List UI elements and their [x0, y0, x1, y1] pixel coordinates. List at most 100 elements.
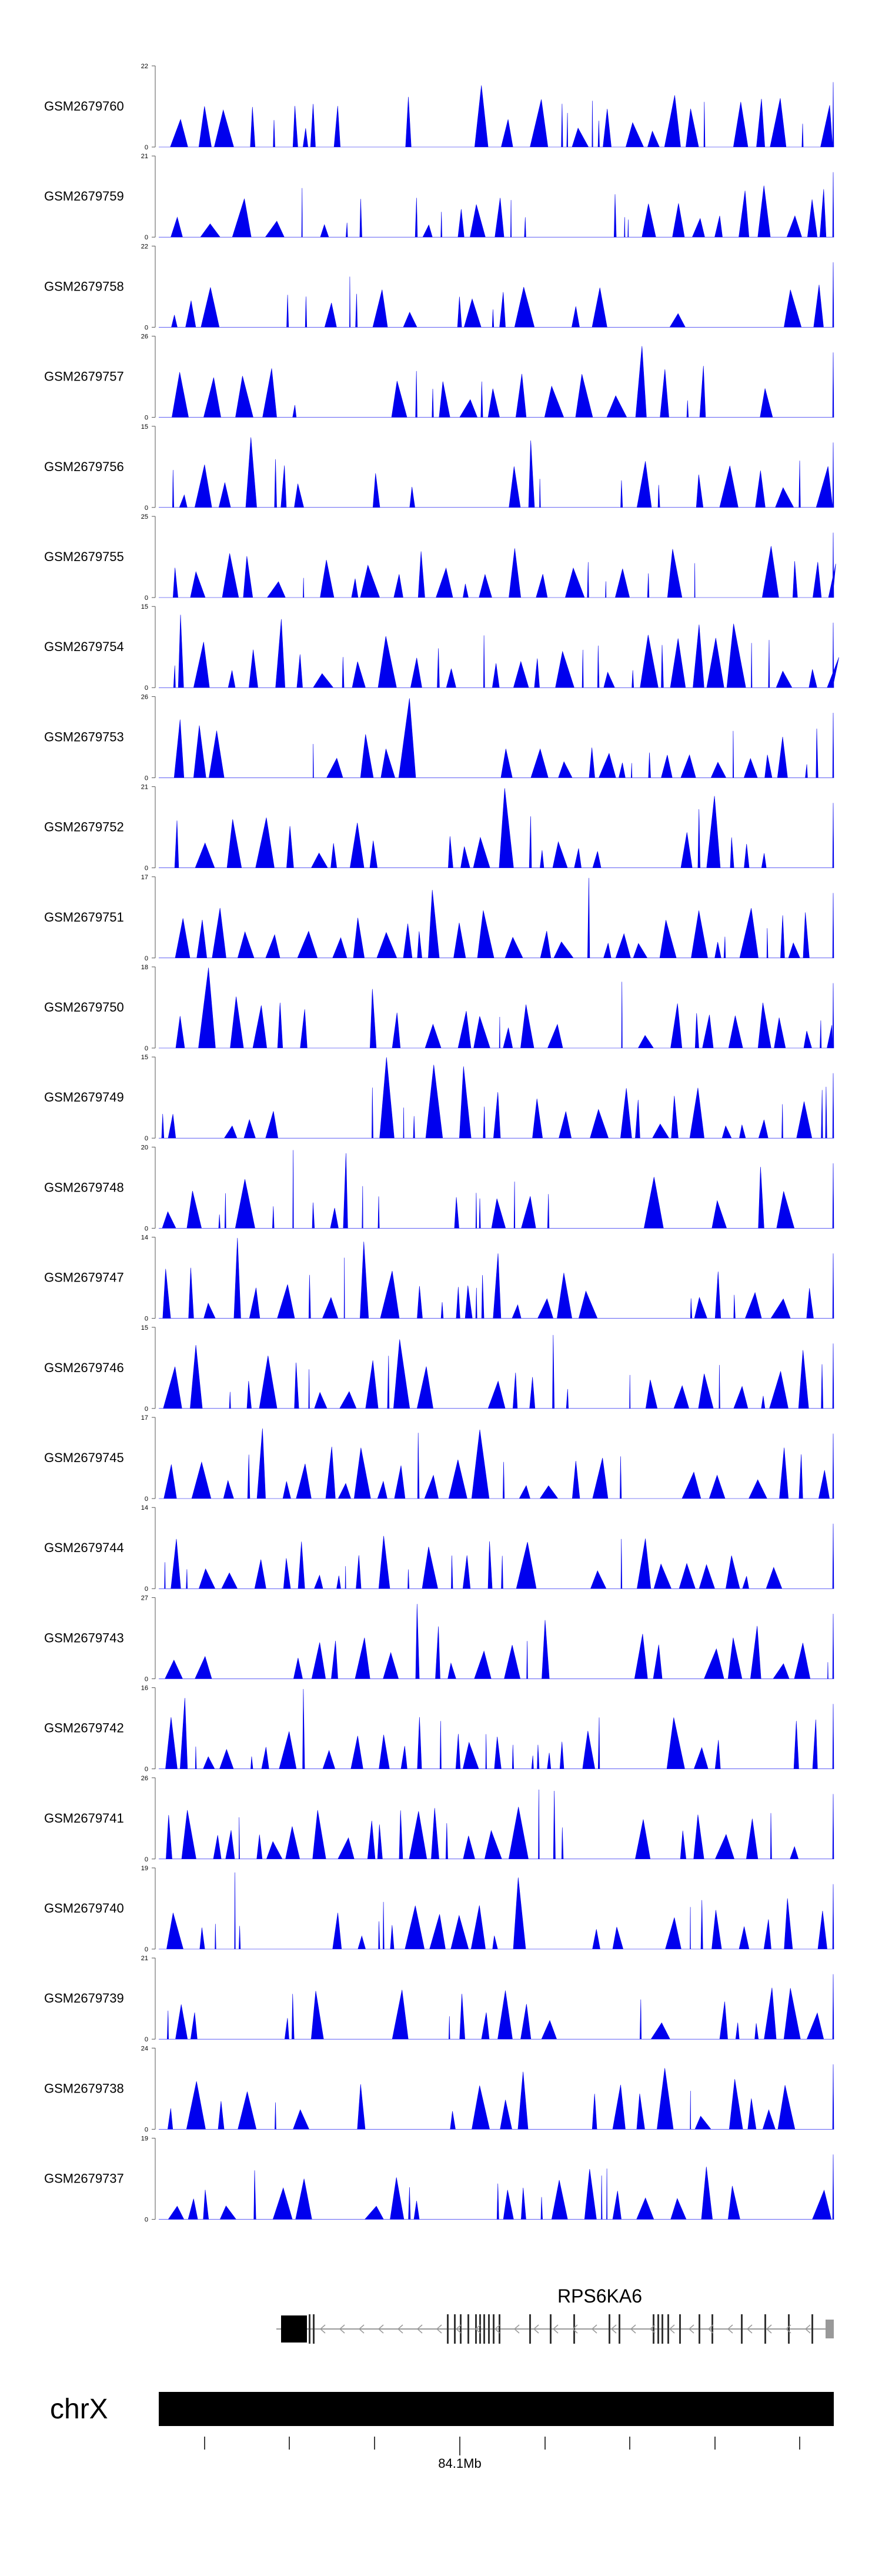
- y-max-label: 26: [141, 1775, 148, 1782]
- strand-arrow: [377, 2324, 384, 2334]
- y-min-label: 0: [145, 2217, 148, 2224]
- track-label: GSM2679755: [44, 549, 124, 564]
- y-min-label: 0: [145, 685, 148, 692]
- coverage-area: [159, 877, 834, 959]
- track-label: GSM2679758: [44, 279, 124, 293]
- exon-line: [667, 2314, 669, 2344]
- track-label: GSM2679747: [44, 1270, 124, 1285]
- coverage-area: [159, 1872, 834, 1950]
- coverage-area: [159, 2154, 834, 2220]
- y-max-label: 27: [141, 1594, 148, 1601]
- track-GSM2679739: GSM2679739 21 0: [44, 1955, 834, 2043]
- y-min-label: 0: [145, 595, 148, 602]
- exon-line: [460, 2314, 462, 2344]
- track-GSM2679740: GSM2679740 19 0: [44, 1865, 834, 1953]
- track-label: GSM2679740: [44, 1901, 124, 1916]
- exon-line: [550, 2314, 552, 2344]
- track-label: GSM2679759: [44, 189, 124, 203]
- strand-arrow: [319, 2324, 326, 2334]
- y-max-label: 25: [141, 513, 148, 520]
- track-GSM2679748: GSM2679748 20 0: [44, 1144, 834, 1232]
- exon-line: [699, 2314, 700, 2344]
- track-GSM2679747: GSM2679747 14 0: [44, 1234, 834, 1323]
- strand-arrow: [688, 2324, 694, 2334]
- y-max-label: 15: [141, 1054, 148, 1061]
- exon-line: [467, 2314, 469, 2344]
- strand-arrow: [494, 2324, 500, 2334]
- track-label: GSM2679741: [44, 1811, 124, 1826]
- coverage-area: [159, 1237, 834, 1319]
- exon-line: [313, 2314, 315, 2344]
- chromosome-bar: [159, 2392, 834, 2426]
- strand-arrow: [358, 2324, 365, 2334]
- y-min-label: 0: [145, 1856, 148, 1863]
- y-max-label: 26: [141, 333, 148, 341]
- chromosome-label: chrX: [50, 2394, 108, 2425]
- track-label: GSM2679753: [44, 729, 124, 744]
- exon-line: [679, 2314, 681, 2344]
- coverage-area: [159, 82, 834, 148]
- y-min-label: 0: [145, 1045, 148, 1052]
- coverage-area: [159, 346, 834, 418]
- track-label: GSM2679745: [44, 1450, 124, 1465]
- y-max-label: 26: [141, 693, 148, 700]
- track-GSM2679741: GSM2679741 26 0: [44, 1775, 834, 1863]
- coverage-area: [159, 698, 834, 778]
- y-max-label: 21: [141, 784, 148, 791]
- track-GSM2679746: GSM2679746 15 0: [44, 1324, 834, 1413]
- exon-line: [488, 2314, 490, 2344]
- y-min-label: 0: [145, 2126, 148, 2133]
- y-max-label: 14: [141, 1504, 148, 1511]
- track-label: GSM2679752: [44, 820, 124, 835]
- exon-line: [711, 2314, 713, 2344]
- strand-arrow: [707, 2324, 714, 2334]
- coverage-area: [159, 1974, 834, 2040]
- track-GSM2679753: GSM2679753 26 0: [44, 693, 834, 782]
- track-GSM2679742: GSM2679742 16 0: [44, 1685, 834, 1773]
- exon-line: [764, 2314, 766, 2344]
- y-max-label: 15: [141, 603, 148, 610]
- strand-arrow: [610, 2324, 617, 2334]
- track-label: GSM2679746: [44, 1360, 124, 1375]
- track-GSM2679760: GSM2679760 22 0: [44, 63, 834, 151]
- strand-arrow: [766, 2324, 772, 2334]
- position-label: 84.1Mb: [438, 2456, 481, 2471]
- gene-model: RPS6KA6: [276, 2285, 834, 2344]
- y-min-label: 0: [145, 865, 148, 872]
- track-GSM2679745: GSM2679745 17 0: [44, 1414, 834, 1503]
- exon-line: [619, 2314, 620, 2344]
- exon-line: [788, 2314, 790, 2344]
- exon-line: [609, 2314, 610, 2344]
- exon-line: [499, 2314, 500, 2344]
- track-GSM2679751: GSM2679751 17 0: [44, 874, 834, 962]
- coverage-tracks: GSM2679760220GSM2679759210GSM2679758220G…: [44, 63, 839, 2224]
- coverage-area: [159, 1334, 834, 1409]
- track-GSM2679738: GSM2679738 24 0: [44, 2045, 834, 2133]
- track-label: GSM2679739: [44, 1991, 124, 2006]
- strand-arrow: [727, 2324, 733, 2334]
- chromosome-ideogram: chrX: [50, 2392, 834, 2426]
- exon-line: [447, 2314, 449, 2344]
- coverage-area: [159, 788, 834, 868]
- y-max-label: 15: [141, 1324, 148, 1332]
- exon-line: [309, 2314, 310, 2344]
- exon-line: [653, 2314, 654, 2344]
- y-max-label: 17: [141, 874, 148, 881]
- track-GSM2679749: GSM2679749 15 0: [44, 1054, 834, 1142]
- y-max-label: 21: [141, 153, 148, 160]
- y-min-label: 0: [145, 505, 148, 512]
- utr-block: [826, 2320, 834, 2338]
- strand-arrow: [339, 2324, 345, 2334]
- exon-line: [479, 2314, 481, 2344]
- y-min-label: 0: [145, 415, 148, 422]
- track-label: GSM2679750: [44, 1000, 124, 1015]
- coverage-area: [159, 967, 834, 1049]
- track-GSM2679759: GSM2679759 21 0: [44, 153, 834, 241]
- track-GSM2679737: GSM2679737 19 0: [44, 2135, 834, 2224]
- track-GSM2679754: GSM2679754 15 0: [44, 603, 839, 692]
- strand-arrow: [649, 2324, 656, 2334]
- coverage-area: [159, 1689, 834, 1769]
- strand-arrow: [572, 2324, 578, 2334]
- coverage-area: [159, 1523, 834, 1589]
